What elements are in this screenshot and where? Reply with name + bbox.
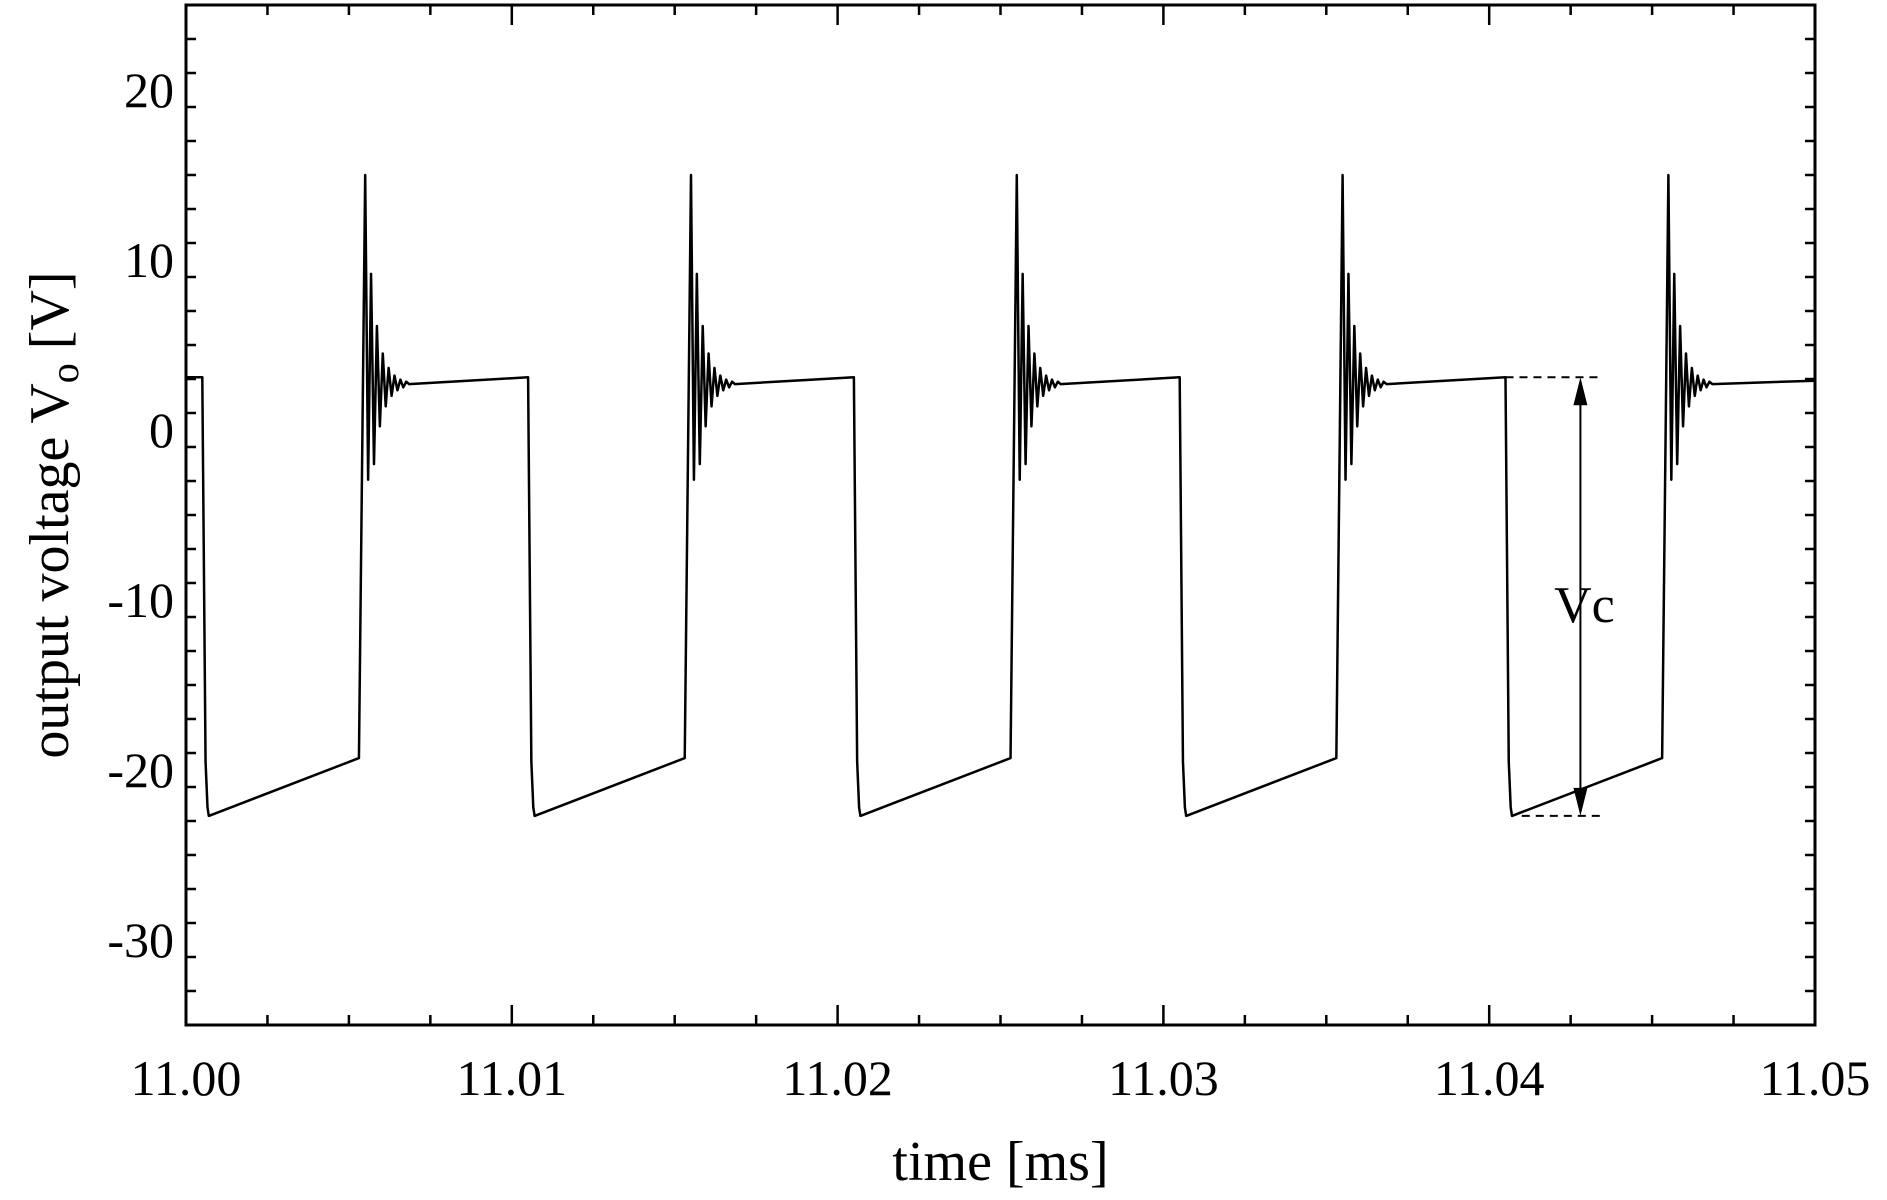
vc-arrow-head-down xyxy=(1573,787,1588,816)
x-tick-label: 11.04 xyxy=(1434,1050,1545,1106)
y-tick-label: 10 xyxy=(124,232,174,288)
y-axis-label-unit: [V] xyxy=(19,271,81,363)
y-tick-label: -30 xyxy=(107,912,174,968)
x-tick-labels: 11.00 11.01 11.02 11.03 11.04 11.05 xyxy=(131,1050,1871,1106)
vc-label: Vc xyxy=(1554,577,1615,634)
y-tick-labels: 20 10 0 -10 -20 -30 xyxy=(107,62,174,968)
y-tick-label: 0 xyxy=(149,402,174,458)
x-tick-label: 11.02 xyxy=(782,1050,893,1106)
x-tick-label: 11.00 xyxy=(131,1050,242,1106)
x-axis-label: time [ms] xyxy=(892,1131,1108,1193)
y-axis-label-main: output voltage V xyxy=(19,383,81,758)
vc-arrow-head-up xyxy=(1573,377,1588,406)
plot-frame xyxy=(184,3,1817,1027)
series-line-output-voltage xyxy=(186,173,1816,818)
y-tick-label: 20 xyxy=(124,62,174,118)
y-tick-label: -10 xyxy=(107,572,174,628)
x-tick-label: 11.03 xyxy=(1108,1050,1219,1106)
y-axis-label-subscript: o xyxy=(42,363,87,383)
y-tick-label: -20 xyxy=(107,742,174,798)
vc-annotation: Vc xyxy=(1505,376,1615,817)
axis-ticks xyxy=(184,3,1817,1027)
y-axis-label: output voltage Vo [V] xyxy=(19,271,87,758)
x-tick-label: 11.05 xyxy=(1760,1050,1871,1106)
x-tick-label: 11.01 xyxy=(456,1050,567,1106)
